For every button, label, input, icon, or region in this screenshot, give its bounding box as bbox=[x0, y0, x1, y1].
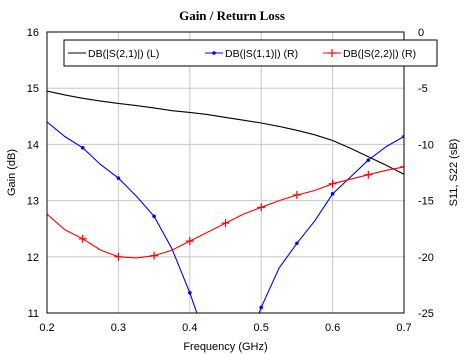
legend: DB(|S(2,1)|) (L) DB(|S(1,1)|) (R) DB(|S(2,… bbox=[63, 39, 438, 67]
legend-entry-1: DB(|S(1,1)|) (R) bbox=[225, 48, 298, 60]
x-tick-label: 0.4 bbox=[182, 322, 197, 334]
plot-frame bbox=[46, 31, 405, 314]
series-marker-2 bbox=[400, 162, 404, 171]
series-marker-1 bbox=[259, 305, 264, 310]
chart-title: Gain / Return Loss bbox=[179, 8, 285, 23]
series-marker-2 bbox=[292, 190, 301, 199]
series-line-1 bbox=[47, 121, 198, 313]
legend-box bbox=[63, 39, 438, 67]
y-right-tick-label: -20 bbox=[418, 252, 434, 264]
series-marker-1 bbox=[80, 145, 85, 150]
series-marker-2 bbox=[78, 234, 87, 243]
x-tick-label: 0.2 bbox=[39, 322, 54, 334]
y-right-tick-label: -25 bbox=[418, 308, 434, 320]
y-left-tick-label: 16 bbox=[27, 27, 39, 39]
tick-labels: 0.2 0.3 0.4 0.5 0.6 0.7 11 12 13 14 15 16 -25 -20 -15 -… bbox=[27, 27, 434, 334]
y-axis-left-label: Gain (dB) bbox=[6, 149, 18, 196]
y-left-tick-label: 14 bbox=[27, 139, 39, 151]
y-left-tick-label: 11 bbox=[28, 308, 39, 320]
series-marker-2 bbox=[257, 203, 266, 212]
y-right-tick-label: -10 bbox=[418, 139, 434, 151]
series-marker-1 bbox=[295, 241, 299, 246]
series-line-0 bbox=[47, 90, 404, 175]
y-right-tick-label: -15 bbox=[418, 196, 434, 208]
series-marker-1 bbox=[116, 176, 121, 180]
y-right-tick-label: 0 bbox=[418, 27, 424, 39]
series-line-2 bbox=[47, 166, 404, 259]
series-marker-2 bbox=[221, 219, 230, 228]
grid-lines bbox=[47, 32, 404, 313]
series-layer bbox=[47, 90, 404, 313]
x-tick-label: 0.3 bbox=[111, 322, 126, 334]
legend-entry-2: DB(|S(2,2)|) (R) bbox=[343, 48, 416, 60]
series-marker-2 bbox=[150, 251, 159, 260]
y-left-tick-label: 15 bbox=[27, 83, 39, 95]
series-marker-2 bbox=[364, 170, 373, 179]
series-marker-1 bbox=[366, 158, 371, 162]
series-marker-2 bbox=[185, 237, 194, 246]
legend-entry-0: DB(|S(2,1)|) (L) bbox=[88, 48, 159, 60]
x-tick-label: 0.5 bbox=[254, 322, 269, 334]
y-axis-right-label: S11, S22 (sB) bbox=[448, 139, 460, 207]
series-marker-1 bbox=[330, 192, 335, 196]
series-marker-1 bbox=[152, 214, 156, 219]
series-line-1 bbox=[258, 136, 404, 313]
x-tick-label: 0.7 bbox=[396, 322, 411, 334]
x-axis-label: Frequency (GHz) bbox=[183, 341, 267, 353]
series-marker-1 bbox=[188, 290, 192, 295]
legend-marker-2 bbox=[328, 49, 336, 57]
x-tick-label: 0.6 bbox=[325, 322, 340, 334]
legend-marker-1 bbox=[212, 51, 216, 55]
series-marker-2 bbox=[328, 179, 337, 188]
series-marker-2 bbox=[114, 252, 123, 261]
y-left-tick-label: 13 bbox=[27, 196, 39, 208]
y-right-tick-label: -5 bbox=[418, 83, 428, 95]
y-left-tick-label: 12 bbox=[27, 252, 39, 264]
